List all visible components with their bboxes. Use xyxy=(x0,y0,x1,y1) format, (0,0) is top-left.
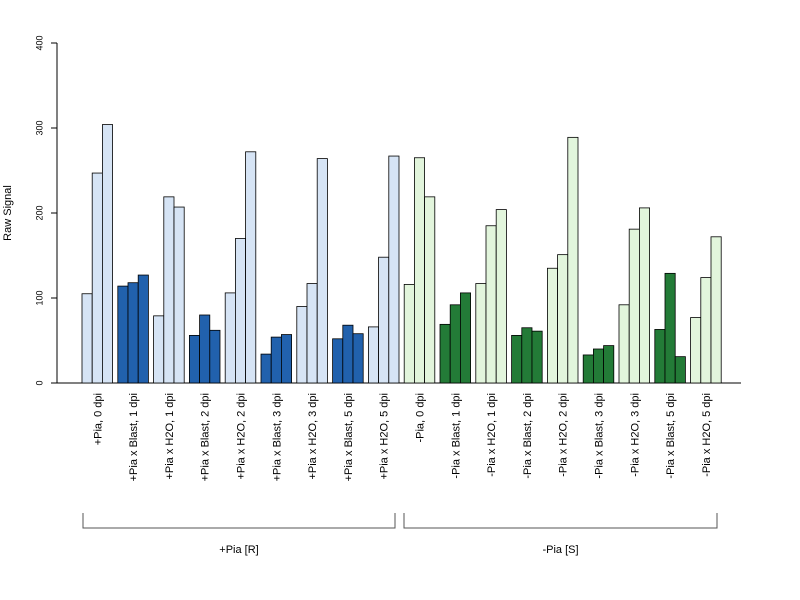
genotype-label: +Pia [R] xyxy=(219,544,258,556)
bar xyxy=(102,124,114,384)
genotype-label: -Pia [S] xyxy=(542,544,578,556)
x-tick-label: +Pia, 0 dpi xyxy=(92,393,104,445)
genotype-brackets: +Pia [R] -Pia [S] xyxy=(82,513,718,556)
x-tick-label: -Pia x H2O, 2 dpi xyxy=(558,393,570,477)
bar xyxy=(413,157,425,384)
bars xyxy=(81,124,722,384)
y-tick-label: 400 xyxy=(34,35,44,50)
genotype-bracket xyxy=(403,513,718,529)
genotype-bracket xyxy=(82,513,396,529)
x-tick-label: -Pia x Blast, 2 dpi xyxy=(522,393,534,479)
bar xyxy=(234,238,246,384)
x-tick-label: +Pia x Blast, 1 dpi xyxy=(128,393,140,481)
x-tick-label: +Pia x Blast, 3 dpi xyxy=(271,393,283,481)
y-tick-label: 200 xyxy=(34,205,44,220)
x-tick-label: -Pia x Blast, 1 dpi xyxy=(450,393,462,479)
bar xyxy=(209,329,221,384)
x-tick-label: +Pia x H2O, 1 dpi xyxy=(164,393,176,480)
bar xyxy=(117,285,129,384)
bar xyxy=(260,353,272,384)
x-tick-label: +Pia x H2O, 2 dpi xyxy=(236,393,248,480)
x-tick-label: -Pia x H2O, 1 dpi xyxy=(486,393,498,477)
bar xyxy=(342,324,354,384)
bar xyxy=(81,293,93,384)
bar xyxy=(388,155,400,384)
bar xyxy=(163,196,175,384)
bar xyxy=(296,306,308,384)
x-tick-label: -Pia x Blast, 3 dpi xyxy=(594,393,606,479)
bar xyxy=(188,334,200,384)
bar xyxy=(639,207,651,384)
y-tick-label: 100 xyxy=(34,290,44,305)
bar xyxy=(582,354,594,384)
bar xyxy=(700,277,712,384)
bar xyxy=(91,172,103,384)
x-tick-label: +Pia x H2O, 3 dpi xyxy=(307,393,319,480)
bar xyxy=(153,315,165,384)
x-tick-label: +Pia x Blast, 5 dpi xyxy=(343,393,355,481)
bar xyxy=(710,236,722,384)
bar xyxy=(654,329,666,384)
bar xyxy=(618,304,630,384)
bar xyxy=(511,334,523,384)
x-tick-label: -Pia x Blast, 5 dpi xyxy=(665,393,677,479)
bar xyxy=(367,326,379,384)
bar xyxy=(439,323,451,384)
bar xyxy=(316,158,328,384)
bar xyxy=(521,327,533,384)
bar xyxy=(449,304,461,384)
x-axis-labels: +Pia, 0 dpi +Pia x Blast, 1 dpi +Pia x H2O… xyxy=(92,393,713,481)
bar xyxy=(531,330,543,384)
bar xyxy=(378,256,390,384)
y-axis-label: Raw Signal xyxy=(2,185,14,241)
bar xyxy=(557,254,569,384)
y-axis-ticks: 0 100 200 300 400 xyxy=(34,35,57,386)
x-tick-label: -Pia x H2O, 5 dpi xyxy=(701,393,713,477)
bar xyxy=(280,334,292,384)
bar xyxy=(352,333,364,384)
x-tick-label: +Pia x H2O, 5 dpi xyxy=(379,393,391,480)
bar xyxy=(593,348,605,384)
bar xyxy=(547,267,559,384)
bar xyxy=(485,225,497,384)
bar xyxy=(664,272,676,384)
x-tick-label: -Pia x H2O, 3 dpi xyxy=(629,393,641,477)
bar xyxy=(475,283,487,384)
bar xyxy=(245,151,257,384)
bar xyxy=(137,274,149,384)
bar xyxy=(628,228,640,384)
bar xyxy=(270,336,282,384)
bar xyxy=(173,206,185,384)
bar xyxy=(306,283,318,384)
bar xyxy=(224,292,236,384)
bar xyxy=(690,317,702,384)
y-tick-label: 0 xyxy=(34,380,44,385)
bar xyxy=(424,196,436,384)
bar xyxy=(332,338,344,384)
bar xyxy=(567,136,579,384)
bar xyxy=(603,345,615,384)
bar xyxy=(403,283,415,384)
bar xyxy=(127,282,139,384)
bar xyxy=(459,292,471,384)
x-tick-label: +Pia x Blast, 2 dpi xyxy=(200,393,212,481)
bar xyxy=(495,209,507,384)
bar xyxy=(199,314,211,384)
y-tick-label: 300 xyxy=(34,120,44,135)
x-tick-label: -Pia, 0 dpi xyxy=(415,393,427,443)
bar xyxy=(674,356,686,384)
